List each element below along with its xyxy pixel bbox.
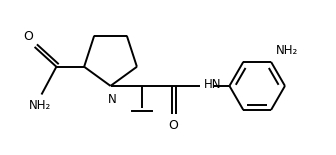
Text: HN: HN [204,78,221,91]
Text: NH₂: NH₂ [276,44,298,57]
Text: NH₂: NH₂ [29,100,51,113]
Text: O: O [168,119,178,132]
Text: N: N [108,93,117,106]
Text: O: O [24,30,34,43]
